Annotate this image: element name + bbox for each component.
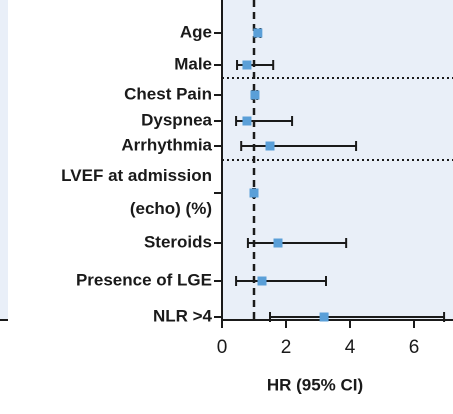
point-estimate bbox=[242, 116, 252, 126]
adjacent-panel bbox=[0, 0, 8, 320]
category-label: Age bbox=[180, 22, 212, 41]
point-estimate bbox=[265, 141, 275, 151]
point-estimate bbox=[273, 238, 283, 248]
point-estimate bbox=[257, 276, 267, 286]
point-estimate bbox=[250, 90, 260, 100]
x-tick-label: 6 bbox=[409, 337, 420, 358]
category-label: Chest Pain bbox=[124, 84, 212, 103]
point-estimate bbox=[319, 312, 329, 322]
category-label: Presence of LGE bbox=[76, 270, 212, 289]
category-label: NLR >4 bbox=[153, 306, 213, 325]
category-label: LVEF at admission bbox=[61, 166, 212, 185]
point-estimate bbox=[249, 188, 259, 198]
category-label: Arrhythmia bbox=[121, 135, 212, 154]
x-tick-label: 0 bbox=[217, 337, 228, 358]
category-label: Steroids bbox=[144, 232, 212, 251]
x-tick-label: 4 bbox=[345, 337, 356, 358]
point-estimate bbox=[253, 28, 263, 38]
category-label: (echo) (%) bbox=[130, 199, 212, 218]
x-tick-label: 2 bbox=[281, 337, 292, 358]
category-label: Male bbox=[174, 54, 212, 73]
x-axis-title: HR (95% CI) bbox=[267, 375, 363, 394]
point-estimate bbox=[242, 60, 252, 70]
category-label: Dyspnea bbox=[141, 110, 212, 129]
